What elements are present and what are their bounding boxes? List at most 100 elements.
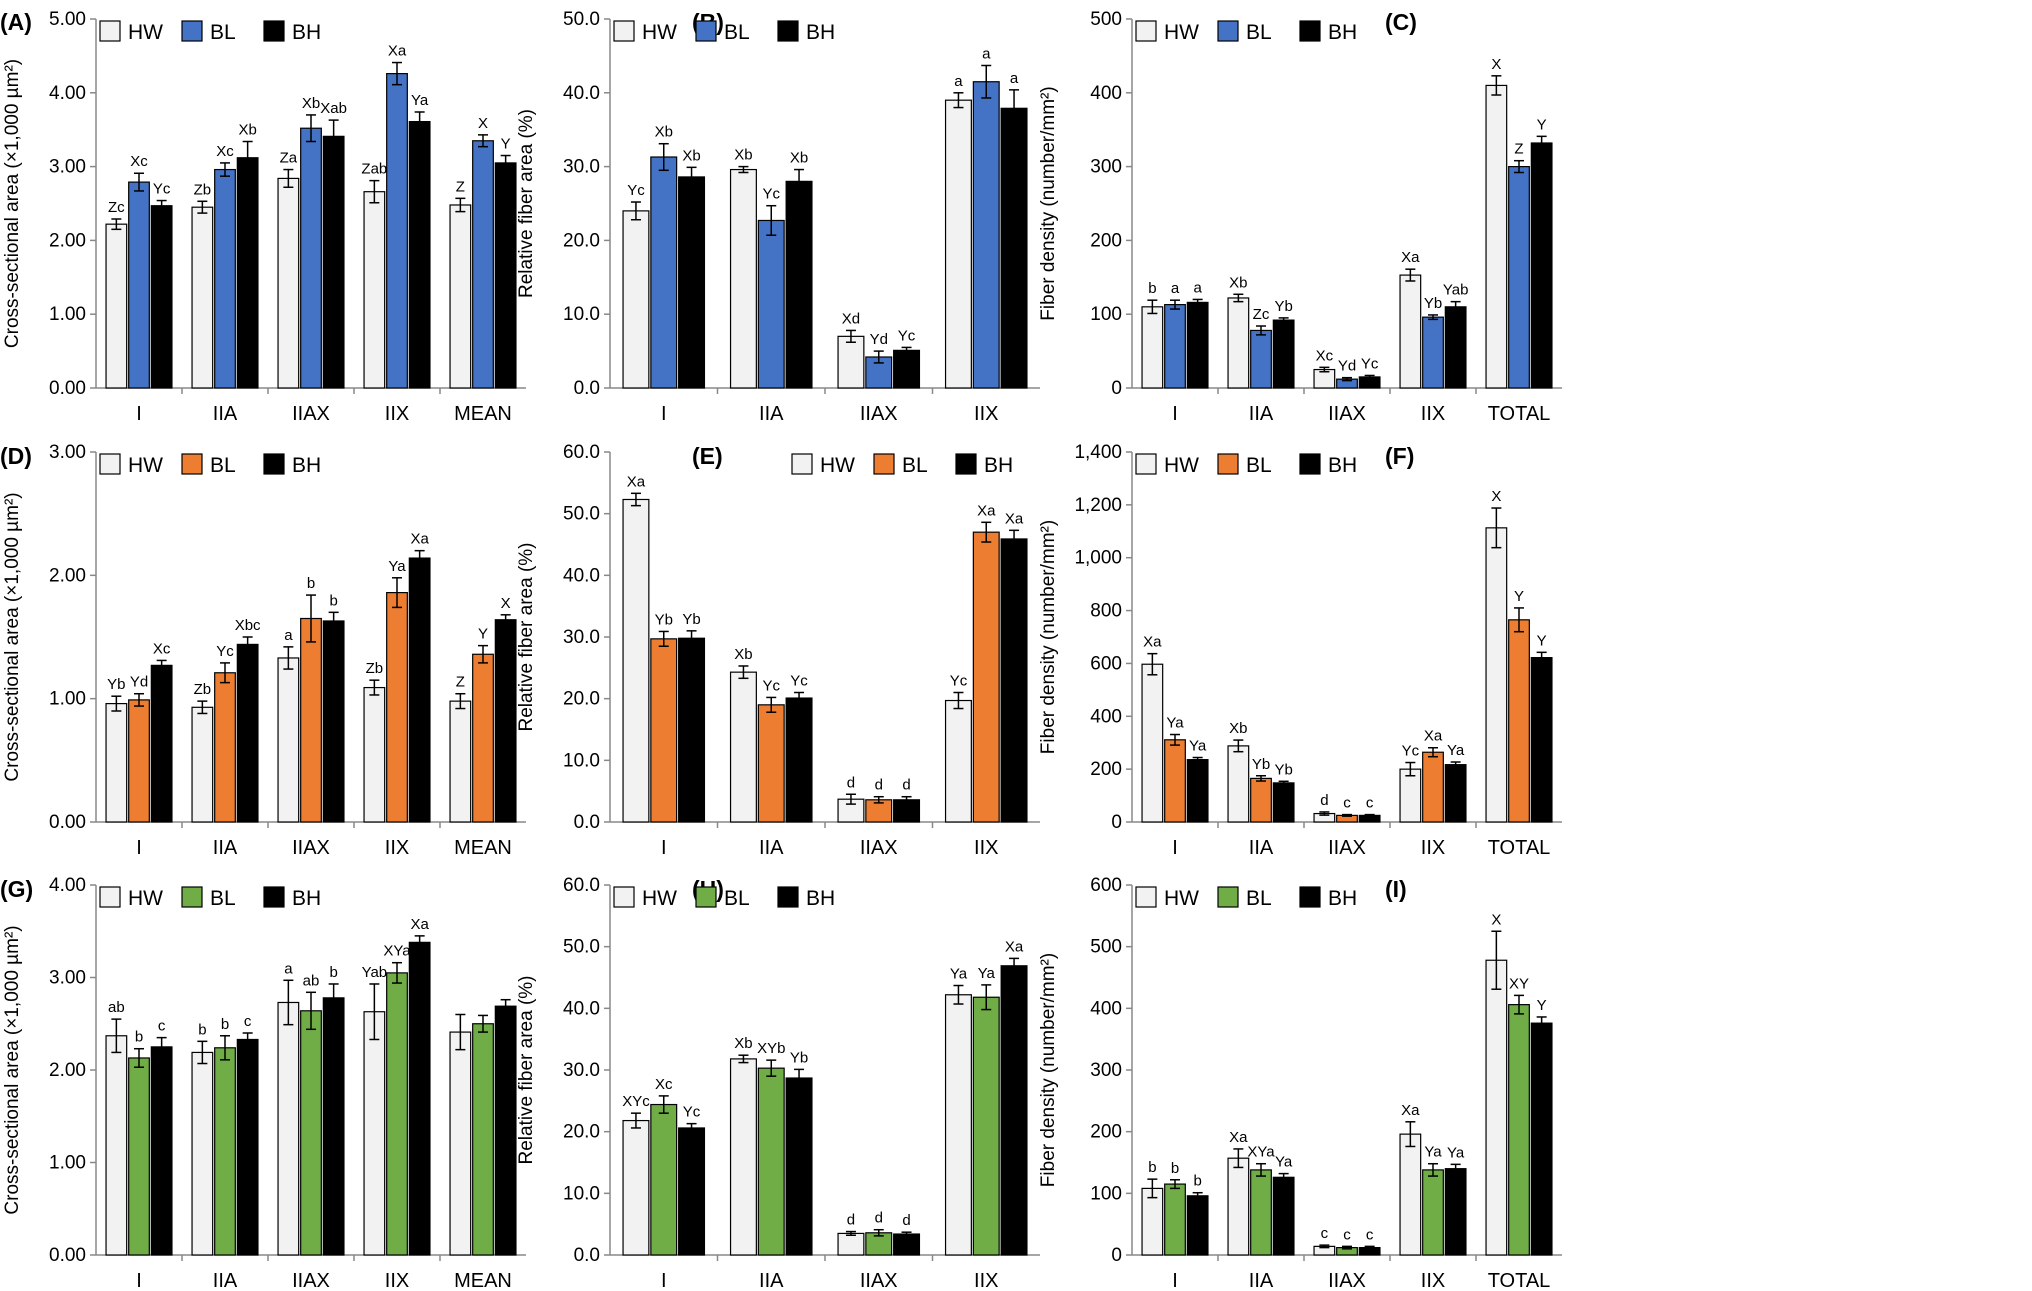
y-tick-label: 40.0 (563, 565, 600, 586)
bar-bh (1186, 1195, 1209, 1256)
y-tick-label: 40.0 (563, 998, 600, 1019)
significance-label: c (1321, 1225, 1329, 1242)
significance-label: Ya (388, 558, 406, 575)
bar-bh (494, 162, 517, 389)
bar-hw (944, 99, 972, 389)
significance-label: Zb (366, 660, 384, 677)
significance-label: Xbc (235, 617, 261, 634)
significance-label: Xa (1401, 1102, 1420, 1119)
bar-bl (1164, 304, 1186, 389)
bar-bl (1164, 739, 1186, 823)
legend-label: BH (1328, 21, 1357, 44)
bar-bl (650, 156, 678, 389)
legend-swatch-bh (1299, 453, 1321, 475)
y-tick-label: 30.0 (563, 1060, 600, 1081)
legend-swatch-bh (263, 20, 285, 42)
legend-label: BH (292, 454, 321, 477)
x-tick-label: IIAX (860, 837, 898, 859)
significance-label: Ya (1189, 738, 1207, 755)
significance-label: Z (456, 674, 465, 691)
bar-bl (300, 617, 322, 823)
significance-label: X (501, 595, 511, 612)
y-tick-label: 10.0 (563, 750, 600, 771)
significance-label: b (1193, 1173, 1201, 1190)
y-tick-label: 600 (1090, 653, 1122, 674)
y-axis-title: Fiber density (number/mm²) (1038, 520, 1059, 754)
significance-label: X (1491, 56, 1501, 73)
significance-label: ab (108, 999, 125, 1016)
x-tick-label: IIX (385, 403, 409, 425)
bar-hw (1485, 959, 1508, 1256)
significance-label: Xd (842, 310, 860, 327)
bar-bh (322, 620, 345, 823)
bar-hw (1227, 297, 1250, 389)
bar-hw (191, 1051, 214, 1256)
significance-label: Zc (1253, 306, 1270, 323)
legend-swatch-bl (695, 20, 717, 42)
panel-a: (A) Cross-sectional area (×1,000 µm²) 0.00… (0, 9, 526, 425)
x-tick-label: I (661, 837, 667, 859)
significance-label: Yc (950, 673, 968, 690)
x-tick-label: I (136, 403, 142, 425)
significance-label: b (135, 1029, 143, 1046)
significance-label: d (1320, 792, 1328, 809)
panel-letter: (G) (0, 876, 33, 902)
significance-label: Za (280, 150, 298, 167)
significance-label: a (1171, 280, 1180, 297)
significance-label: XYa (1247, 1144, 1275, 1161)
bar-hw (837, 1232, 865, 1256)
bar-bh (236, 157, 259, 389)
x-tick-label: MEAN (454, 837, 512, 859)
bar-bh (785, 180, 813, 389)
x-tick-label: IIA (759, 837, 784, 859)
bar-bh (1444, 1168, 1467, 1256)
x-tick-label: IIAX (1328, 403, 1366, 425)
legend-label: BL (210, 887, 236, 910)
panel-f: (F) Fiber density (number/mm²) 0 200 400 600 8… (1038, 442, 1562, 859)
significance-label: XY (1509, 975, 1529, 992)
y-axis-title: Relative fiber area (%) (516, 542, 537, 731)
legend-label: HW (1164, 454, 1199, 477)
bar-hw (729, 168, 757, 389)
legend-swatch-hw (613, 20, 635, 42)
bar-bh (150, 205, 173, 389)
y-tick-label: 5.00 (49, 9, 86, 30)
significance-label: Xb (1229, 274, 1247, 291)
legend-label: BL (210, 454, 236, 477)
significance-label: a (1010, 70, 1019, 87)
x-tick-label: IIX (385, 837, 409, 859)
significance-label: Yb (107, 676, 125, 693)
bar-hw (1227, 745, 1250, 823)
y-tick-label: 60.0 (563, 875, 600, 896)
y-tick-label: 50.0 (563, 9, 600, 30)
bar-bl (472, 653, 494, 823)
bar-hw (1485, 527, 1508, 823)
y-tick-label: 2.00 (49, 1060, 86, 1081)
significance-label: b (221, 1016, 229, 1033)
bar-bh (236, 1038, 259, 1256)
legend-label: HW (128, 454, 163, 477)
x-tick-label: I (661, 403, 667, 425)
panel-b: (B)Relative fiber area (%)0.010.020.030.… (516, 9, 1040, 425)
bar-bh (785, 697, 813, 823)
bar-bl (650, 638, 678, 823)
significance-label: Zab (361, 161, 387, 178)
significance-label: Y (478, 626, 488, 643)
x-tick-label: IIAX (860, 403, 898, 425)
y-axis-title: Cross-sectional area (×1,000 µm²) (2, 59, 23, 348)
x-tick-label: IIX (974, 837, 998, 859)
significance-label: Yc (762, 677, 780, 694)
x-tick-label: IIX (974, 1270, 998, 1291)
significance-label: Xb (734, 646, 752, 663)
significance-label: b (1171, 1160, 1179, 1177)
x-tick-label: I (1172, 403, 1178, 425)
legend-label: HW (128, 887, 163, 910)
bar-hw (1399, 1133, 1422, 1256)
y-tick-label: 100 (1090, 1183, 1122, 1204)
significance-label: Yab (1443, 282, 1469, 299)
significance-label: d (875, 1210, 883, 1227)
y-tick-label: 500 (1090, 9, 1122, 30)
x-tick-label: I (1172, 1270, 1178, 1291)
panel-i: (I) Fiber density (number/mm²) 0 100 200 300 4… (1038, 875, 1562, 1291)
